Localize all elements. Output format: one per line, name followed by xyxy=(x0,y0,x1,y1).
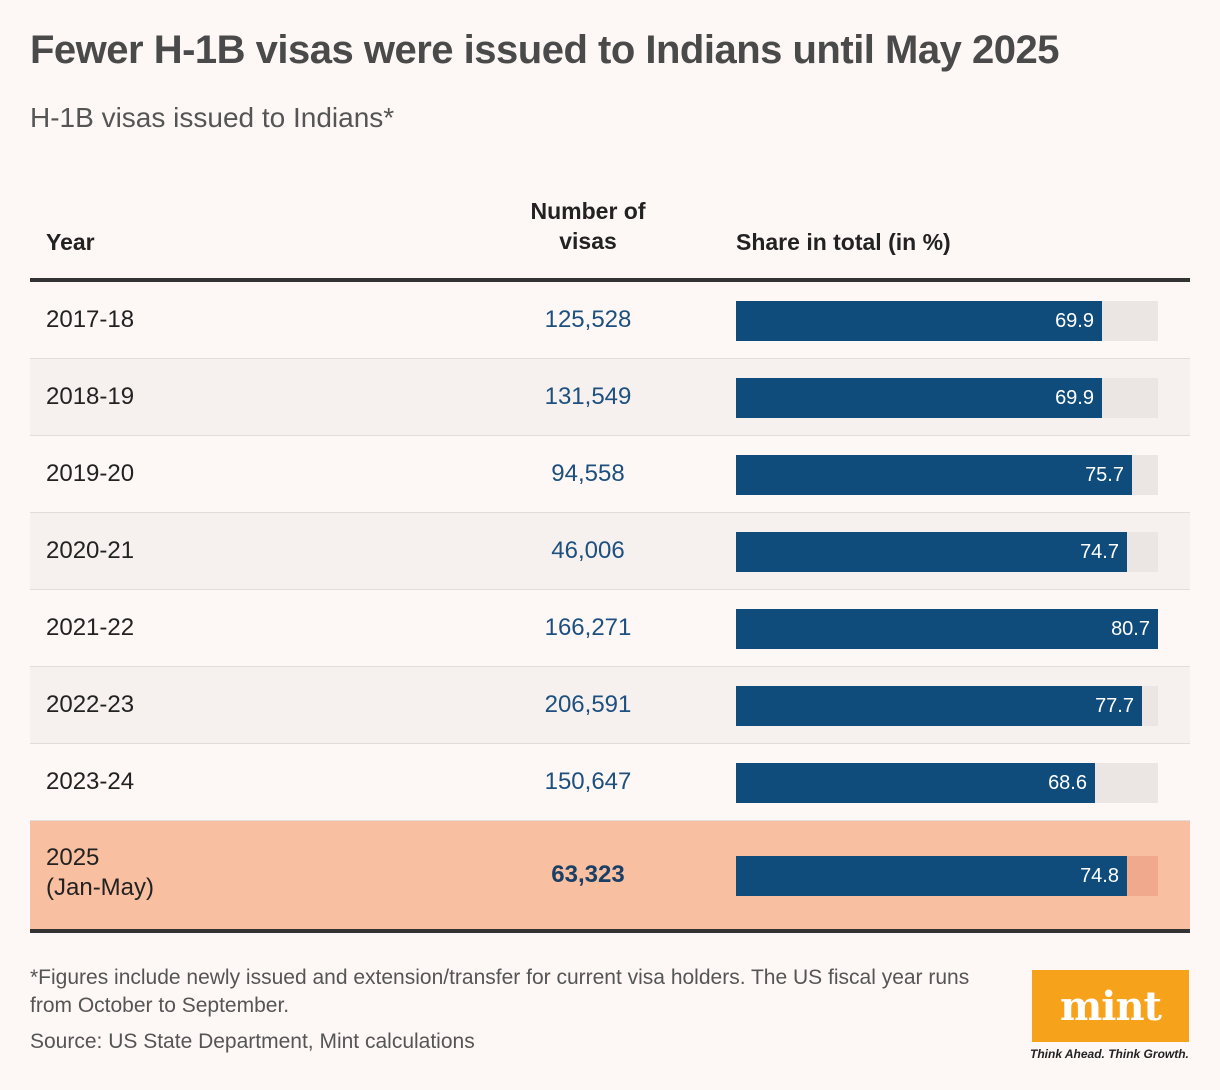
share-bar: 69.9 xyxy=(736,378,1102,418)
share-bar-label: 69.9 xyxy=(1055,310,1094,332)
data-table: Year Number of visas Share in total (in … xyxy=(30,190,1190,933)
share-bar-label: 74.8 xyxy=(1080,865,1119,887)
visas-cell: 63,323 xyxy=(551,861,625,888)
share-bar-track: 75.7 xyxy=(736,455,1158,495)
share-bar-label: 77.7 xyxy=(1095,695,1134,717)
table-row-highlight: 2025 (Jan-May) 63,323 74.8 xyxy=(30,821,1190,929)
share-bar-label: 68.6 xyxy=(1048,772,1087,794)
visas-cell: 131,549 xyxy=(544,383,632,410)
share-bar-label: 69.9 xyxy=(1055,387,1094,409)
share-bar-track: 74.8 xyxy=(736,856,1158,896)
mint-logo-text: mint xyxy=(1059,982,1162,1030)
share-bar-label: 74.7 xyxy=(1080,541,1119,563)
year-cell: 2017-18 xyxy=(46,306,135,333)
table-header: Year Number of visas Share in total (in … xyxy=(30,190,1190,282)
table-body: 2017-18 125,528 69.9 2018-19 131,549 69.9 2019… xyxy=(30,282,1190,929)
share-bar: 68.6 xyxy=(736,763,1095,803)
share-bar: 74.8 xyxy=(736,856,1127,896)
table-row: 2022-23 206,591 77.7 xyxy=(30,667,1190,744)
share-bar-track: 74.7 xyxy=(736,532,1158,572)
table-row: 2021-22 166,271 80.7 xyxy=(30,590,1190,667)
table-row: 2023-24 150,647 68.6 xyxy=(30,744,1190,821)
share-bar: 77.7 xyxy=(736,686,1142,726)
table-bottom-rule xyxy=(30,929,1190,933)
share-bar-track: 77.7 xyxy=(736,686,1158,726)
column-header-year: Year xyxy=(46,229,95,255)
share-bar: 80.7 xyxy=(736,609,1158,649)
column-header-number: Number of visas xyxy=(530,198,646,254)
share-bar: 69.9 xyxy=(736,301,1102,341)
chart-subtitle: H-1B visas issued to Indians* xyxy=(30,102,395,133)
share-bar-track: 80.7 xyxy=(736,609,1158,649)
share-bar-track: 69.9 xyxy=(736,301,1158,341)
visas-cell: 125,528 xyxy=(544,306,632,333)
share-bar-label: 80.7 xyxy=(1111,618,1150,640)
visas-cell: 94,558 xyxy=(551,460,625,487)
source-note: Source: US State Department, Mint calcul… xyxy=(30,1030,475,1053)
year-cell: 2023-24 xyxy=(46,768,135,795)
share-bar: 74.7 xyxy=(736,532,1127,572)
table-row: 2017-18 125,528 69.9 xyxy=(30,282,1190,359)
share-bar-label: 75.7 xyxy=(1085,464,1124,486)
mint-tagline: Think Ahead. Think Growth. xyxy=(1030,1047,1189,1061)
column-header-share: Share in total (in %) xyxy=(736,229,951,255)
table-row: 2019-20 94,558 75.7 xyxy=(30,436,1190,513)
share-bar: 75.7 xyxy=(736,455,1132,495)
table-row: 2018-19 131,549 69.9 xyxy=(30,359,1190,436)
table-row: 2020-21 46,006 74.7 xyxy=(30,513,1190,590)
visas-cell: 206,591 xyxy=(544,691,632,718)
year-cell: 2018-19 xyxy=(46,383,135,410)
year-cell: 2022-23 xyxy=(46,691,135,718)
share-bar-track: 68.6 xyxy=(736,763,1158,803)
mint-logo: mint xyxy=(1032,970,1189,1042)
year-cell: 2020-21 xyxy=(46,537,135,564)
share-bar-track: 69.9 xyxy=(736,378,1158,418)
year-cell: 2025 (Jan-May) xyxy=(46,844,155,901)
chart-title: Fewer H-1B visas were issued to Indians … xyxy=(30,28,1059,72)
visas-cell: 150,647 xyxy=(544,768,632,795)
footnote: *Figures include newly issued and extens… xyxy=(30,966,970,1017)
visas-cell: 166,271 xyxy=(544,614,632,641)
year-cell: 2019-20 xyxy=(46,460,135,487)
visas-cell: 46,006 xyxy=(551,537,625,564)
year-cell: 2021-22 xyxy=(46,614,135,641)
